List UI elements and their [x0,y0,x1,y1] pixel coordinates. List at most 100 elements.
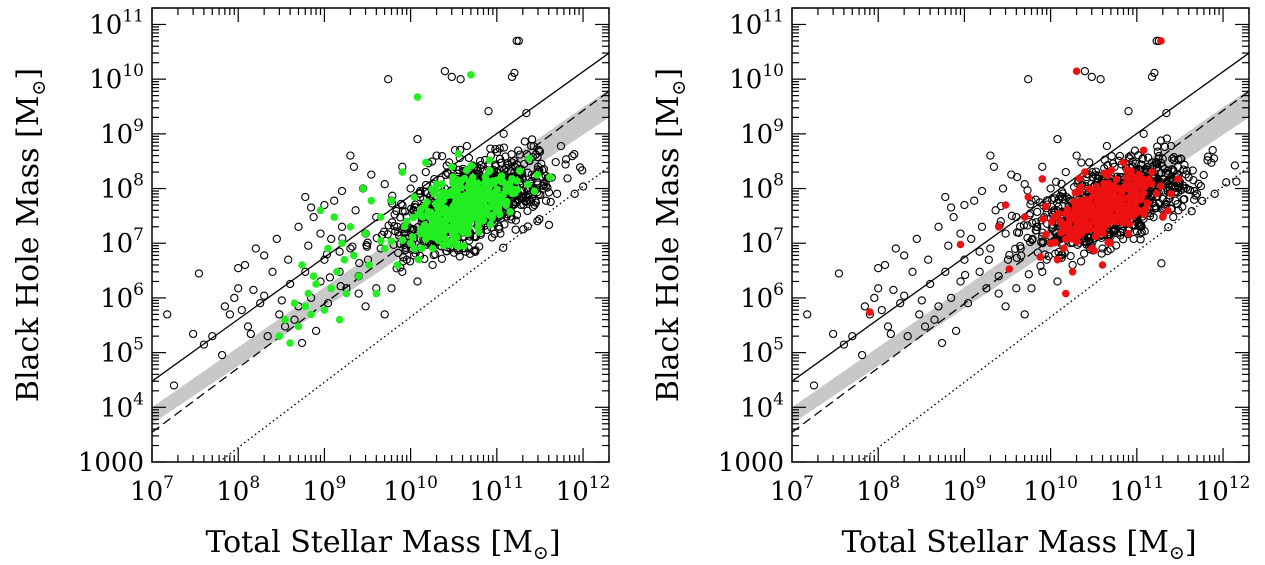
scatter-point [348,242,357,251]
scatter-point [1169,212,1178,222]
scatter-point [1136,229,1145,238]
series-filled-circle [866,37,1182,316]
scatter-point [349,162,359,171]
scatter-point [1007,211,1017,220]
scatter-point [424,212,432,220]
y-tick-label: 108 [100,171,144,205]
scatter-point [1133,207,1141,215]
scatter-point [464,153,474,163]
scatter-point [523,222,532,231]
scatter-point [1159,213,1167,221]
scatter-point [437,152,447,161]
scatter-point [934,302,943,311]
scatter-point [531,196,540,205]
scatter-point [1015,222,1025,231]
scatter-point [1127,187,1135,196]
x-tick-label: 109 [942,473,986,507]
relation-line-dotted [218,166,609,462]
y-axis-label: Black Hole Mass [M⊙] [11,68,50,402]
scatter-point [541,182,550,191]
scatter-point [994,289,1003,298]
scatter-point [1114,213,1122,221]
scatter-point [462,215,471,224]
scatter-point [387,218,397,227]
scatter-point [384,75,393,84]
scatter-point [531,150,540,159]
scatter-point [500,220,509,229]
scatter-point [306,203,316,212]
scatter-point [1036,261,1045,271]
scatter-point [998,184,1008,193]
scatter-point [1130,146,1140,155]
scatter-point [208,332,217,341]
scatter-point [1129,173,1138,181]
scatter-point [263,332,272,341]
scatter-point [312,280,320,288]
scatter-point [915,310,924,319]
scatter-point [351,206,360,215]
scatter-point [1125,219,1134,228]
scatter-point [870,293,879,303]
scatter-point [809,381,819,390]
scatter-point [1012,284,1021,293]
y-tick-labels: 1000 104 105 106 107 108 109 1010 1011 [718,6,784,478]
scatter-point [930,315,939,324]
scatter-point [877,305,886,315]
scatter-point [1025,237,1035,247]
plot-area [152,36,609,462]
scatter-point [499,129,508,138]
scatter-point [268,267,277,276]
scatter-point [1098,261,1107,269]
scatter-point [230,293,239,303]
scatter-point [956,277,965,286]
scatter-point [365,261,373,269]
scatter-point [1096,75,1105,84]
scatter-point [1099,187,1107,195]
x-tick-labels: 107 108 109 1010 1011 1012 [770,473,1250,507]
scatter-point [1130,181,1139,189]
scatter-point [1158,194,1167,204]
scatter-point [570,189,579,198]
chart-panel-left: 107 108 109 1010 1011 1012 1000 104 105 106 107 108… [11,6,610,564]
scatter-point [900,291,909,300]
scatter-point [493,206,501,215]
scatter-point [335,247,344,256]
scatter-point [1107,152,1116,161]
scatter-point [535,147,545,156]
scatter-point [458,193,467,201]
scatter-point [1012,253,1021,263]
scatter-point [1124,229,1133,238]
scatter-point [506,208,514,216]
scatter-point [896,299,905,308]
scatter-point [526,141,536,151]
y-tick-label: 1010 [89,61,144,95]
scatter-point [260,291,269,300]
scatter-point [1160,200,1170,209]
scatter-point [327,284,336,293]
scatter-point [963,299,973,308]
scatter-point [1081,222,1089,231]
scatter-point [1189,176,1198,185]
scatter-point [946,293,956,303]
scatter-point [1064,225,1073,233]
scatter-point [1251,135,1258,142]
scatter-point [1072,151,1081,160]
scatter-point [1033,222,1042,231]
scatter-point [439,196,448,204]
scatter-point [316,206,325,215]
scatter-point [1111,225,1120,234]
scatter-point [336,282,345,291]
y-tick-label: 105 [740,335,784,369]
y-tick-label: 104 [740,389,784,423]
scatter-point [1031,195,1040,204]
scatter-point [416,229,425,238]
scatter-point [1093,174,1102,184]
scatter-point [967,234,976,244]
scatter-point [1058,189,1067,198]
y-tick-label: 109 [740,116,784,150]
scatter-point [470,179,479,188]
scatter-point [428,185,436,194]
scatter-point [546,173,554,182]
scatter-point [1020,310,1029,319]
scatter-point [1138,154,1147,164]
